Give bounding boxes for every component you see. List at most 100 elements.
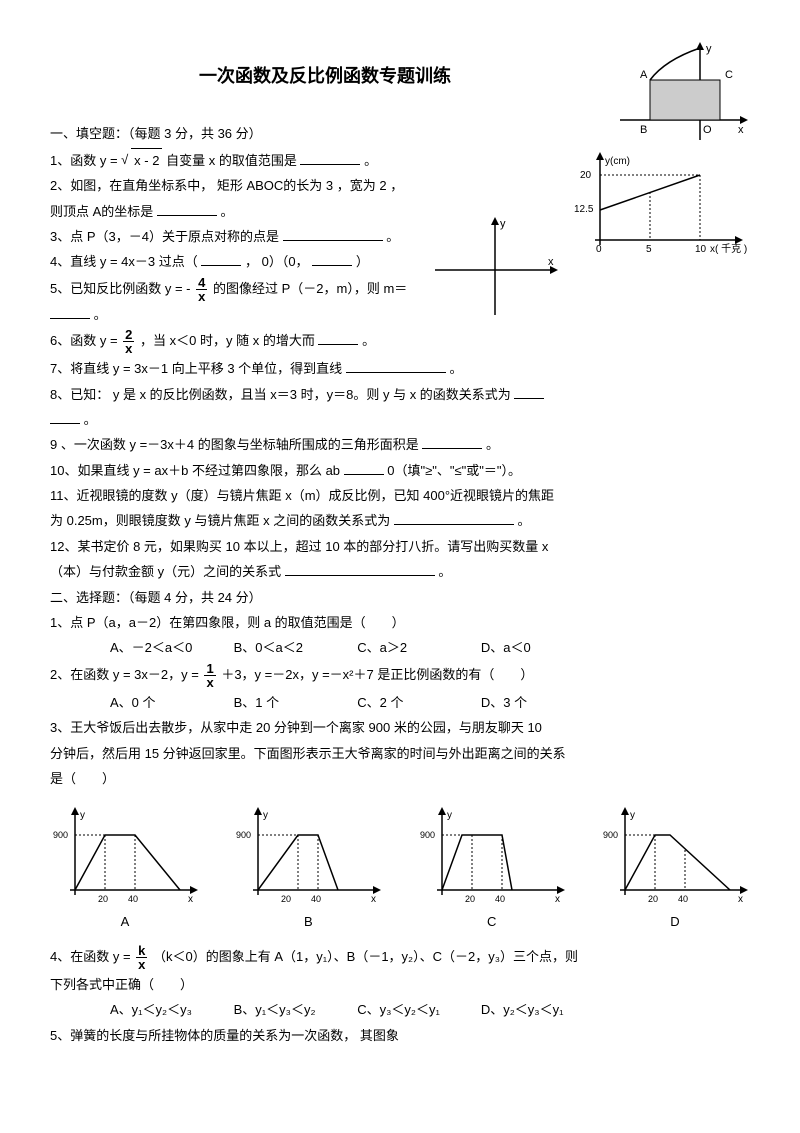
svg-text:40: 40 [678, 894, 688, 904]
q11-text-c: 。 [517, 513, 530, 528]
fig1-label-o: O [703, 124, 712, 136]
blank [422, 434, 482, 449]
fig1-label-x: x [738, 124, 744, 136]
q1-text-c: 。 [364, 153, 377, 168]
svg-text:900: 900 [420, 830, 435, 840]
q5-den: x [196, 290, 207, 303]
svg-text:20: 20 [98, 894, 108, 904]
s2q2d: D、3 个 [481, 691, 601, 714]
q5-text-b: 的图像经过 P（－2，m），则 m＝ [213, 281, 407, 296]
q6-num: 2 [123, 328, 134, 342]
svg-text:x: x [555, 894, 560, 905]
figure-spring: y(cm) 20 12.5 0 5 10 x( 千克 ) [570, 150, 750, 260]
blank [50, 304, 90, 319]
chart-b: 900 20 40 y x B [233, 800, 383, 933]
fig2-x2: 5 [646, 244, 652, 255]
s2q3-b: 分钟后，然后用 15 分钟返回家里。下面图形表示王大爷离家的时间与外出距离之间的… [50, 742, 750, 765]
s2q2a: A、0 个 [110, 691, 230, 714]
fig3-svg: x y [430, 215, 560, 325]
q4-text-c: ） [356, 254, 369, 269]
svg-text:40: 40 [311, 894, 321, 904]
s2q2b: B、1 个 [234, 691, 354, 714]
svg-text:40: 40 [128, 894, 138, 904]
s2q2-b: ＋3，y =－2x，y =－x²＋7 是正比例函数的有（ ） [221, 667, 533, 682]
svg-text:900: 900 [53, 830, 68, 840]
blank [514, 384, 544, 399]
blank [300, 150, 360, 165]
fig2-svg: y(cm) 20 12.5 0 5 10 x( 千克 ) [570, 150, 750, 260]
s2q4a: A、y₁＜y₂＜y₃ [110, 998, 230, 1021]
s2q1: 1、点 P（a，a－2）在第四象限，则 a 的取值范围是（ ） [50, 611, 750, 634]
svg-text:x: x [188, 894, 193, 905]
q6-den: x [123, 342, 134, 355]
fig2-x3: 10 [695, 244, 707, 255]
blank [157, 201, 217, 216]
s2q2-den: x [204, 676, 215, 689]
q12-text-c: 。 [438, 564, 451, 579]
chart-c: 900 20 40 y x C [417, 800, 567, 933]
chart-label-b: B [233, 910, 383, 933]
q3-text-a: 3、点 P（3，－4）关于原点对称的点是 [50, 229, 279, 244]
fig1-label-y: y [706, 43, 712, 55]
q9-text-a: 9 、一次函数 y =－3x＋4 的图象与坐标轴所围成的三角形面积是 [50, 437, 419, 452]
q5-text-c: 。 [94, 307, 107, 322]
q10-text-a: 10、如果直线 y = ax＋b 不经过第四象限，那么 ab [50, 463, 340, 478]
q3-text-b: 。 [386, 229, 399, 244]
q6-text-b: ，当 x＜0 时，y 随 x 的增大而 [140, 333, 315, 348]
q1-text-a: 1、函数 y = [50, 153, 118, 168]
blank [285, 561, 435, 576]
fig2-x1: 0 [596, 244, 602, 255]
fig2-y2: 12.5 [574, 204, 594, 215]
q10-text-b: 0（填"≥"、"≤"或"＝"）。 [387, 463, 521, 478]
s2q3-c: 是（ ） [50, 767, 750, 790]
svg-text:y: y [263, 810, 268, 821]
blank [344, 460, 384, 475]
q7-text-a: 7、将直线 y = 3x－1 向上平移 3 个单位，得到直线 [50, 361, 342, 376]
q11-text-b: 为 0.25m，则眼镜度数 y 与镜片焦距 x 之间的函数关系式为 [50, 513, 390, 528]
q2-text-c: 。 [221, 204, 234, 219]
svg-text:y: y [447, 810, 452, 821]
q6-text-c: 。 [362, 333, 375, 348]
svg-text:y: y [80, 810, 85, 821]
q4-text-a: 4、直线 y = 4x－3 过点（ [50, 254, 198, 269]
q6-text-a: 6、函数 y = [50, 333, 118, 348]
s2q2-num: 1 [204, 662, 215, 676]
figure-axes: x y [430, 215, 560, 325]
q5-num: 4 [196, 276, 207, 290]
svg-text:40: 40 [495, 894, 505, 904]
svg-text:y: y [630, 810, 635, 821]
chart-d: 900 20 40 y x D [600, 800, 750, 933]
q7-text-b: 。 [449, 361, 462, 376]
figure-rectangle: A C B O x y [610, 40, 750, 150]
svg-text:x: x [738, 894, 743, 905]
fig2-xlabel: x( 千克 ) [710, 243, 747, 255]
fig1-label-c: C [725, 69, 733, 81]
svg-text:20: 20 [465, 894, 475, 904]
svg-text:x: x [371, 894, 376, 905]
s2q4d: D、y₂＜y₃＜y₁ [481, 998, 601, 1021]
s2q1d: D、a＜0 [481, 636, 601, 659]
svg-text:900: 900 [236, 830, 251, 840]
chart-label-d: D [600, 910, 750, 933]
fig2-y1: 20 [580, 170, 592, 181]
chart-label-c: C [417, 910, 567, 933]
svg-text:20: 20 [281, 894, 291, 904]
s2q2-a: 2、在函数 y = 3x－2，y = [50, 667, 199, 682]
s2q5: 5、弹簧的长度与所挂物体的质量的关系为一次函数， 其图象 [50, 1024, 750, 1047]
s2q1c: C、a＞2 [357, 636, 477, 659]
s2q4-den: x [136, 958, 147, 971]
s2q4-c: 下列各式中正确（ ） [50, 973, 750, 996]
s2q3-a: 3、王大爷饭后出去散步，从家中走 20 分钟到一个离家 900 米的公园，与朋友… [50, 716, 750, 739]
q8-text-b: 。 [84, 412, 97, 427]
q1-sqrt: x - 2 [131, 148, 162, 172]
blank [346, 358, 446, 373]
section2-header: 二、选择题：（每题 4 分，共 24 分） [50, 586, 750, 609]
s2q4c: C、y₃＜y₂＜y₁ [357, 998, 477, 1021]
s2q1a: A、－2＜a＜0 [110, 636, 230, 659]
fig1-svg: A C B O x y [610, 40, 750, 150]
fig1-label-a: A [640, 69, 648, 81]
svg-text:900: 900 [603, 830, 618, 840]
fig2-ylabel: y(cm) [605, 156, 630, 167]
q12-text-b: （本）与付款金额 y（元）之间的关系式 [50, 564, 281, 579]
blank [312, 251, 352, 266]
